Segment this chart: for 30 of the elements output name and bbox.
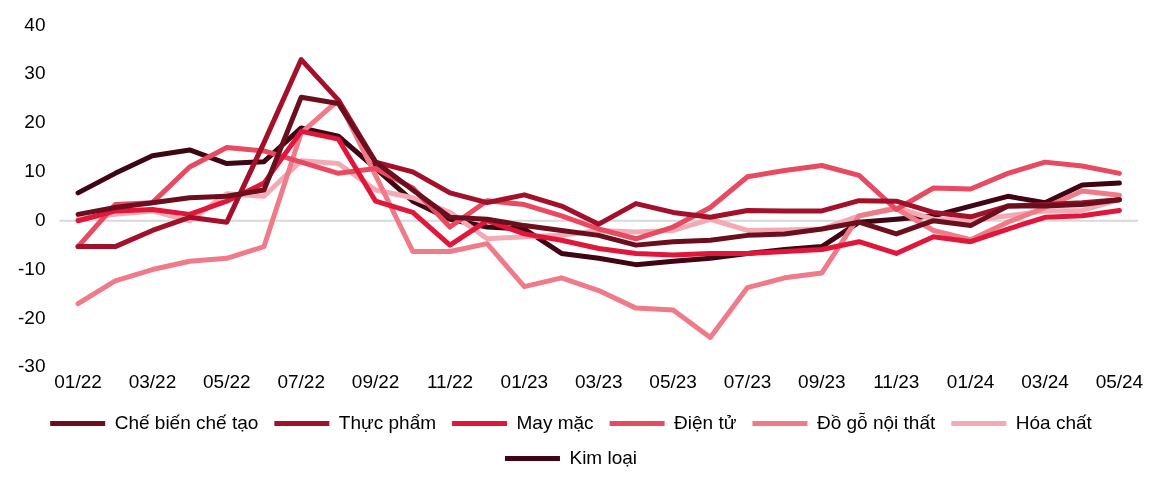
x-tick-label: 07/22 bbox=[277, 370, 325, 392]
legend-label: May mặc bbox=[516, 411, 594, 433]
x-tick-label: 03/23 bbox=[574, 370, 623, 392]
legend-label: Thực phẩm bbox=[338, 411, 437, 433]
legend-label: Hóa chất bbox=[1015, 411, 1093, 433]
y-tick-label: 30 bbox=[24, 62, 46, 84]
y-tick-label: 20 bbox=[24, 111, 46, 133]
y-tick-label: 40 bbox=[24, 13, 46, 35]
legend-label: Điện tử bbox=[674, 411, 737, 433]
x-tick-label: 09/23 bbox=[798, 370, 846, 392]
x-tick-label: 07/23 bbox=[723, 370, 772, 392]
x-tick-label: 03/24 bbox=[1021, 370, 1070, 392]
x-tick-label: 09/22 bbox=[351, 370, 400, 392]
x-tick-label: 11/23 bbox=[873, 370, 920, 392]
x-tick-label: 05/23 bbox=[649, 370, 697, 392]
x-tick-label: 05/24 bbox=[1095, 370, 1144, 392]
y-tick-label: 10 bbox=[24, 160, 46, 182]
y-tick-label: -20 bbox=[17, 306, 46, 328]
x-tick-label: 11/22 bbox=[426, 370, 474, 392]
legend-label: Kim loại bbox=[569, 446, 638, 468]
y-tick-label: -30 bbox=[17, 355, 46, 377]
x-tick-label: 05/22 bbox=[203, 370, 251, 392]
legend-label: Chế biến chế tạo bbox=[114, 411, 259, 433]
x-tick-label: 03/22 bbox=[128, 370, 177, 392]
legend-label: Đồ gỗ nội thất bbox=[816, 411, 936, 433]
x-tick-label: 01/23 bbox=[500, 370, 549, 392]
y-tick-label: 0 bbox=[34, 208, 46, 230]
x-tick-label: 01/22 bbox=[54, 370, 102, 392]
y-tick-label: -10 bbox=[17, 257, 46, 279]
x-tick-label: 01/24 bbox=[946, 370, 995, 392]
